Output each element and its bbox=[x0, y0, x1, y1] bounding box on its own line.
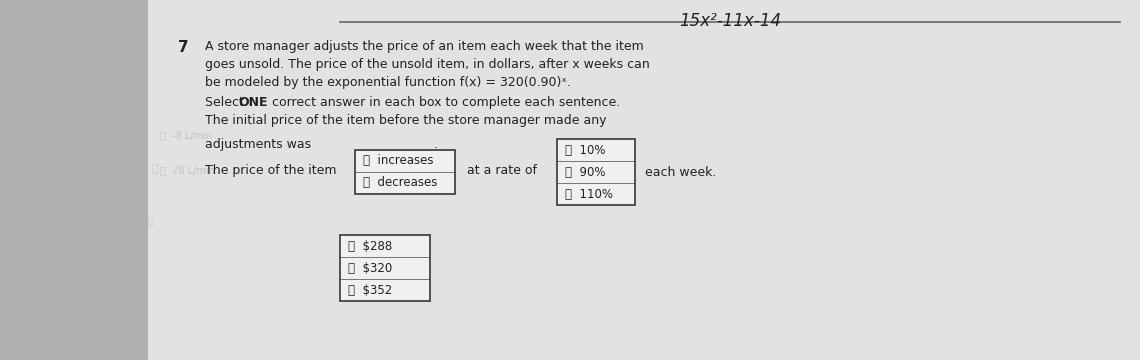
Text: 15x²-11x-14: 15x²-11x-14 bbox=[679, 12, 781, 30]
Text: ONE: ONE bbox=[238, 96, 268, 109]
Text: 7: 7 bbox=[178, 40, 188, 55]
Bar bbox=[340, 235, 430, 301]
Text: Ⓑ  $320: Ⓑ $320 bbox=[348, 261, 392, 274]
Text: Ⓜ  -8 L/min: Ⓜ -8 L/min bbox=[160, 130, 212, 140]
Text: Ⓐ  increases: Ⓐ increases bbox=[363, 154, 433, 167]
Text: goes unsold. The price of the unsold item, in dollars, after x weeks can: goes unsold. The price of the unsold ite… bbox=[205, 58, 650, 71]
Text: be modeled by the exponential function f(x) = 320(0.90)ˣ.: be modeled by the exponential function f… bbox=[205, 76, 571, 89]
Text: adjustments was: adjustments was bbox=[205, 138, 311, 151]
Text: Ⓐ  10%: Ⓐ 10% bbox=[565, 144, 605, 157]
Text: Ⓜ  √8 L/min: Ⓜ √8 L/min bbox=[160, 165, 214, 175]
Text: Ⓜ  110%: Ⓜ 110% bbox=[565, 188, 613, 201]
Text: The initial price of the item before the store manager made any: The initial price of the item before the… bbox=[205, 114, 606, 127]
Text: Ⓐ  $288: Ⓐ $288 bbox=[348, 239, 392, 252]
Bar bbox=[0, 0, 148, 360]
Text: correct answer in each box to complete each sentence.: correct answer in each box to complete e… bbox=[268, 96, 620, 109]
Text: A store manager adjusts the price of an item each week that the item: A store manager adjusts the price of an … bbox=[205, 40, 644, 53]
Bar bbox=[557, 139, 635, 205]
Text: .: . bbox=[434, 138, 438, 151]
Text: The price of the item: The price of the item bbox=[205, 164, 336, 177]
Text: at a rate of: at a rate of bbox=[467, 164, 537, 177]
Text: Ⓜ: Ⓜ bbox=[152, 164, 158, 174]
Text: Ⓜ  $352: Ⓜ $352 bbox=[348, 284, 392, 297]
Text: Ⓑ  90%: Ⓑ 90% bbox=[565, 166, 605, 179]
Bar bbox=[148, 0, 1140, 360]
Text: each week.: each week. bbox=[645, 166, 716, 179]
Text: Select: Select bbox=[205, 96, 247, 109]
Bar bbox=[355, 150, 455, 194]
Text: Ⓜ: Ⓜ bbox=[148, 215, 154, 225]
Text: Ⓑ  decreases: Ⓑ decreases bbox=[363, 176, 438, 189]
